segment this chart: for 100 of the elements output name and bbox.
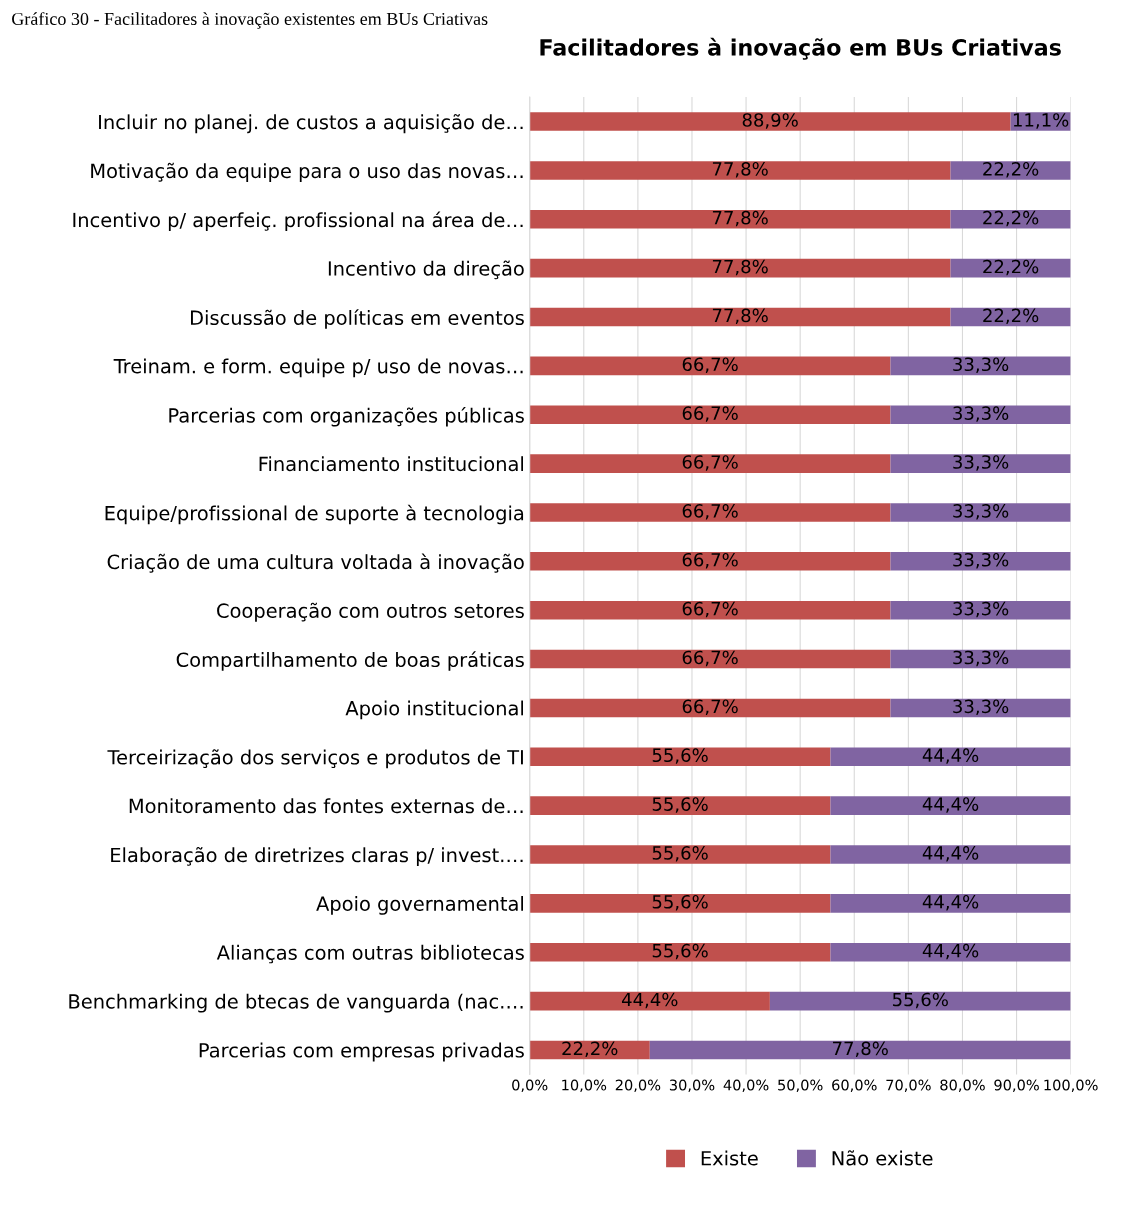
bar: [529, 747, 831, 767]
bar: [950, 209, 1071, 229]
y-tick-label: Treinam. e form. equipe p/ uso de novas…: [113, 358, 523, 378]
x-tick-label: 30,0%: [669, 1079, 715, 1093]
data-label: 66,7%: [682, 650, 738, 667]
data-label: 11,1%: [1013, 113, 1069, 129]
y-tick-label: Elaboração de diretrizes claras p/ invest.…: [111, 846, 523, 867]
data-label: 44,4%: [922, 748, 979, 764]
chart-title: Facilitadores à inovação em BUs Criativas: [540, 37, 1061, 60]
data-label: 77,8%: [712, 162, 768, 178]
data-label: 77,8%: [712, 308, 768, 325]
data-label: 33,3%: [953, 406, 1009, 422]
bar: [890, 552, 1071, 571]
bar: [830, 747, 1071, 767]
data-label: 33,3%: [953, 601, 1009, 618]
data-label: 22,2%: [983, 259, 1039, 276]
data-label: 66,7%: [682, 357, 738, 373]
y-tick-label: Monitoramento das fontes externas de…: [129, 798, 523, 814]
x-tick-label: 100,0%: [1044, 1079, 1098, 1093]
data-label: 44,4%: [621, 992, 678, 1009]
x-tick-label: 0,0%: [512, 1079, 548, 1093]
data-label: 77,8%: [712, 210, 768, 227]
y-tick-label: Motivação da equipe para o uso das novas…: [91, 162, 523, 183]
x-tick-label: 60,0%: [832, 1079, 877, 1093]
bar: [529, 600, 891, 620]
y-tick-label: Incentivo da direção: [328, 260, 524, 280]
bar: [529, 552, 891, 571]
y-tick-label: Benchmarking de btecas de vanguarda (nac.…: [69, 993, 523, 1013]
data-label: 66,7%: [682, 406, 738, 422]
bar: [890, 405, 1071, 425]
data-label: 55,6%: [652, 797, 708, 813]
bar: [529, 209, 951, 229]
x-tick-label: 70,0%: [886, 1079, 931, 1093]
bar: [529, 845, 831, 864]
x-tick-label: 50,0%: [778, 1079, 823, 1093]
bar: [529, 942, 831, 962]
x-tick-label: 90,0%: [994, 1079, 1039, 1093]
bar: [529, 894, 831, 913]
bar: [830, 894, 1071, 913]
data-label: 66,7%: [682, 699, 738, 715]
data-label: 22,2%: [983, 210, 1039, 227]
legend-label: Não existe: [832, 1150, 933, 1166]
y-tick-label: Parcerias com empresas privadas: [199, 1042, 524, 1062]
data-label: 66,7%: [682, 504, 738, 520]
bar: [529, 258, 951, 278]
data-label: 44,4%: [922, 943, 979, 960]
data-label: 33,3%: [953, 699, 1009, 715]
bar: [890, 454, 1071, 473]
data-label: 66,7%: [682, 601, 738, 618]
data-label: 77,8%: [833, 1041, 888, 1058]
data-label: 22,2%: [983, 162, 1039, 178]
data-label: 66,7%: [682, 455, 738, 471]
data-label: 33,3%: [953, 455, 1009, 471]
data-label: 55,6%: [652, 943, 708, 960]
data-label: 22,2%: [562, 1041, 618, 1058]
bar: [529, 796, 831, 815]
bar: [890, 649, 1071, 669]
y-tick-label: Incentivo p/ aperfeiç. profissional na área de…: [73, 211, 523, 232]
bar: [890, 356, 1071, 376]
data-label: 33,3%: [953, 504, 1009, 520]
bar: [769, 991, 1071, 1011]
bar: [830, 942, 1071, 962]
data-label: 55,6%: [652, 846, 708, 862]
data-label: 77,8%: [712, 259, 768, 276]
y-tick-label: Compartilhamento de boas práticas: [176, 651, 524, 671]
data-label: 33,3%: [953, 552, 1009, 569]
data-label: 55,6%: [652, 894, 708, 911]
y-tick-label: Cooperação com outros setores: [217, 602, 524, 622]
y-tick-label: Alianças com outras bibliotecas: [216, 944, 524, 964]
text: Gráfico 30 - Facilitadores à inovação existentes em BUs Criativas: [12, 12, 488, 29]
y-tick-label: Discussão de políticas em eventos: [191, 309, 524, 329]
y-tick-label: Incluir no planej. de custos a aquisição de…: [99, 114, 523, 134]
bar: [529, 307, 951, 327]
bar: [529, 356, 891, 376]
data-label: 66,7%: [682, 552, 738, 569]
bar: [649, 1040, 1071, 1060]
bar: [890, 698, 1071, 718]
y-tick-label: Equipe/profissional de suporte à tecnologia: [105, 504, 524, 525]
x-tick-label: 10,0%: [562, 1079, 607, 1093]
y-tick-label: Apoio institucional: [345, 700, 524, 720]
y-tick-label: Terceirização dos serviços e produtos de TI: [107, 749, 523, 769]
bar: [950, 161, 1071, 180]
data-label: 44,4%: [922, 894, 979, 911]
bar: [529, 405, 891, 425]
bar: [830, 796, 1071, 815]
data-label: 33,3%: [953, 650, 1009, 667]
data-label: 55,6%: [652, 748, 708, 764]
y-tick-label: Criação de uma cultura voltada à inovação: [107, 553, 524, 573]
data-label: 88,9%: [742, 113, 798, 129]
bar: [529, 112, 1011, 131]
bar: [529, 161, 951, 180]
data-label: 22,2%: [983, 308, 1039, 325]
x-tick-label: 40,0%: [723, 1079, 769, 1093]
bar: [529, 649, 891, 669]
data-label: 55,6%: [892, 992, 948, 1009]
data-label: 44,4%: [922, 846, 979, 862]
bar: [529, 698, 891, 718]
data-label: 44,4%: [922, 797, 979, 813]
bar: [890, 503, 1071, 522]
bar: [529, 503, 891, 522]
